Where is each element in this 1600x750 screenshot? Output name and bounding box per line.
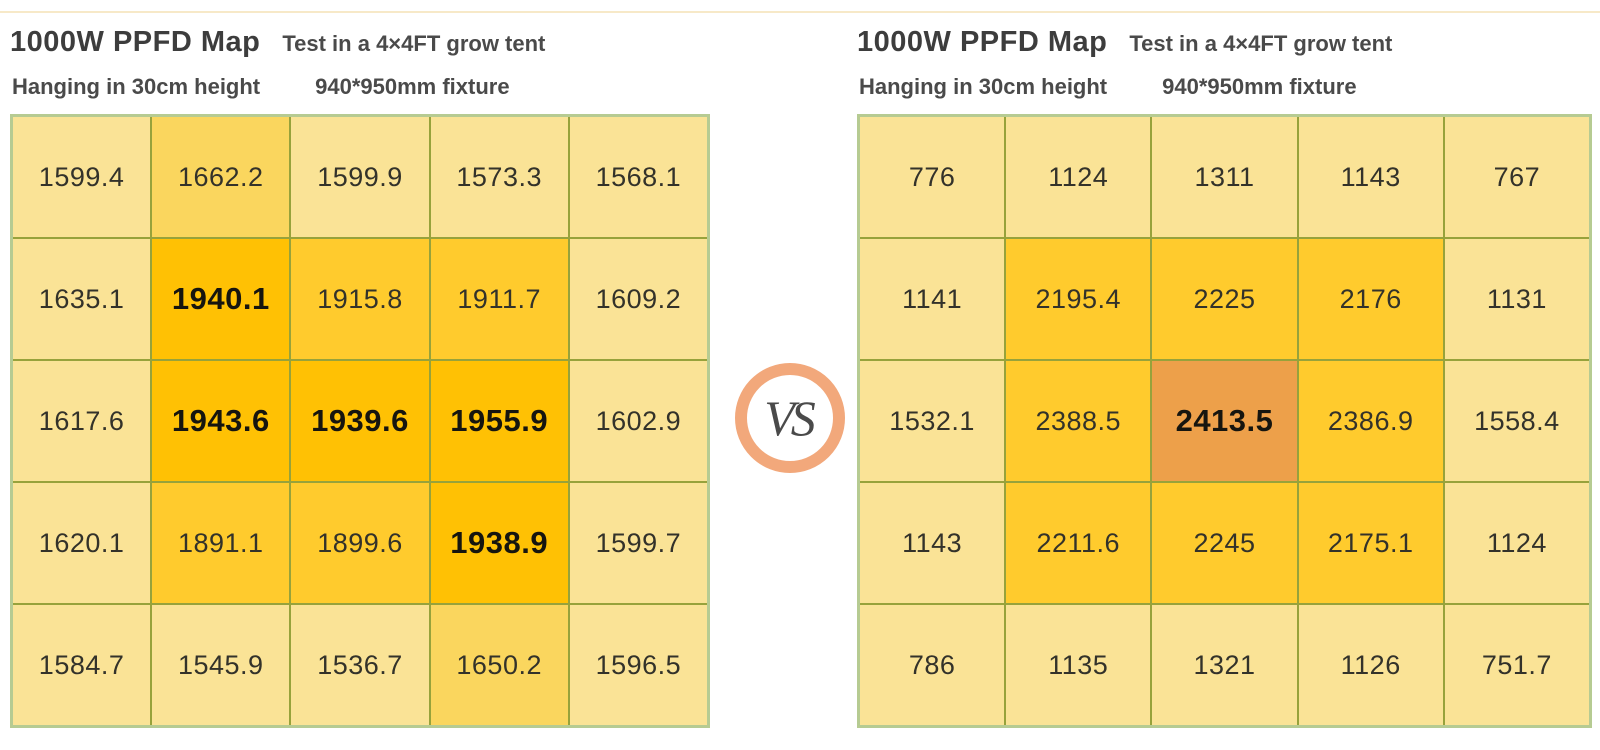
test-condition-label: Test in a 4×4FT grow tent	[1129, 31, 1393, 56]
ppfd-cell: 1573.3	[430, 117, 568, 237]
ppfd-cell: 2225	[1152, 239, 1297, 359]
ppfd-cell: 2195.4	[1006, 239, 1151, 359]
test-condition-label: Test in a 4×4FT grow tent	[282, 31, 546, 56]
hanging-height-label: Hanging in 30cm height	[12, 74, 261, 99]
fixture-size-label: 940*950mm fixture	[1162, 74, 1357, 99]
ppfd-cell: 1943.6	[152, 361, 290, 481]
ppfd-cell: 1915.8	[291, 239, 429, 359]
ppfd-cell: 1635.1	[13, 239, 151, 359]
ppfd-cell: 1650.2	[430, 605, 568, 725]
ppfd-cell: 1596.5	[569, 605, 707, 725]
ppfd-cell: 1911.7	[430, 239, 568, 359]
ppfd-cell: 2176	[1298, 239, 1443, 359]
ppfd-cell: 1143	[1298, 117, 1443, 237]
ppfd-cell: 1126	[1298, 605, 1443, 725]
vs-label: VS	[764, 390, 816, 446]
ppfd-heatmap-grid-left: 1599.4 1662.2 1599.9 1573.3 1568.1 1635.1 1940…	[10, 114, 710, 728]
ppfd-cell: 1899.6	[291, 483, 429, 603]
ppfd-cell: 1599.9	[291, 117, 429, 237]
ppfd-cell: 1602.9	[569, 361, 707, 481]
ppfd-cell: 1143	[860, 483, 1005, 603]
ppfd-cell: 1891.1	[152, 483, 290, 603]
ppfd-cell: 1545.9	[152, 605, 290, 725]
ppfd-cell: 1599.4	[13, 117, 151, 237]
ppfd-cell: 767	[1444, 117, 1589, 237]
ppfd-heatmap-grid-right: 776 1124 1311 1143 767 1141 2195.4 2225 2176 1131…	[857, 114, 1592, 728]
ppfd-cell: 1955.9	[430, 361, 568, 481]
ppfd-map-panel-right: 1000W PPFD Map Test in a 4×4FT grow tent…	[857, 26, 1592, 728]
ppfd-cell: 1939.6	[291, 361, 429, 481]
panel-subheader: Hanging in 30cm height 940*950mm fixture	[10, 74, 710, 110]
ppfd-cell: 1568.1	[569, 117, 707, 237]
page-title: 1000W PPFD Map	[10, 26, 261, 58]
top-rule-divider	[0, 11, 1600, 13]
panel-header: 1000W PPFD Map Test in a 4×4FT grow tent	[857, 26, 1592, 68]
hanging-height-label: Hanging in 30cm height	[859, 74, 1108, 99]
ppfd-cell: 1311	[1152, 117, 1297, 237]
ppfd-cell: 751.7	[1444, 605, 1589, 725]
ppfd-cell: 1938.9	[430, 483, 568, 603]
fixture-size-label: 940*950mm fixture	[315, 74, 510, 99]
ppfd-cell: 1620.1	[13, 483, 151, 603]
panel-header: 1000W PPFD Map Test in a 4×4FT grow tent	[10, 26, 710, 68]
ppfd-cell: 2211.6	[1006, 483, 1151, 603]
ppfd-cell: 2413.5	[1152, 361, 1297, 481]
ppfd-cell: 1558.4	[1444, 361, 1589, 481]
ppfd-cell: 2245	[1152, 483, 1297, 603]
ppfd-cell: 1940.1	[152, 239, 290, 359]
ppfd-cell: 2175.1	[1298, 483, 1443, 603]
ppfd-cell: 1124	[1006, 117, 1151, 237]
ppfd-cell: 1141	[860, 239, 1005, 359]
ppfd-cell: 1599.7	[569, 483, 707, 603]
ppfd-cell: 786	[860, 605, 1005, 725]
ppfd-cell: 1662.2	[152, 117, 290, 237]
ppfd-cell: 1124	[1444, 483, 1589, 603]
ppfd-cell: 1321	[1152, 605, 1297, 725]
ppfd-cell: 2386.9	[1298, 361, 1443, 481]
ppfd-cell: 1609.2	[569, 239, 707, 359]
ppfd-cell: 1135	[1006, 605, 1151, 725]
vs-badge: VS	[735, 363, 845, 473]
ppfd-map-panel-left: 1000W PPFD Map Test in a 4×4FT grow tent…	[10, 26, 710, 728]
ppfd-cell: 1532.1	[860, 361, 1005, 481]
page-title: 1000W PPFD Map	[857, 26, 1108, 58]
ppfd-cell: 1584.7	[13, 605, 151, 725]
ppfd-cell: 1536.7	[291, 605, 429, 725]
panel-subheader: Hanging in 30cm height 940*950mm fixture	[857, 74, 1592, 110]
ppfd-cell: 2388.5	[1006, 361, 1151, 481]
ppfd-cell: 1131	[1444, 239, 1589, 359]
ppfd-cell: 776	[860, 117, 1005, 237]
ppfd-cell: 1617.6	[13, 361, 151, 481]
